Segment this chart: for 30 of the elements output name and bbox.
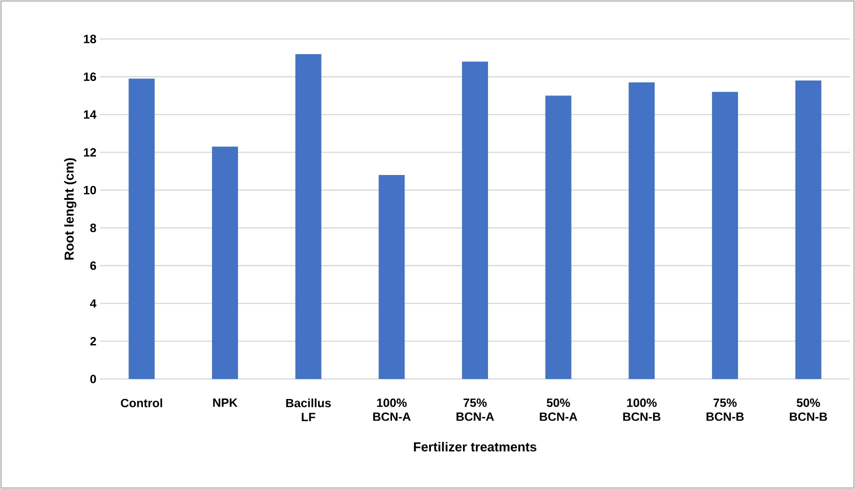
x-tick-label: 75% BCN-A <box>456 398 494 421</box>
y-tick-label: 18 <box>84 34 96 44</box>
y-axis-title: Root lenght (cm) <box>64 158 76 260</box>
bar <box>128 78 155 379</box>
bar <box>795 80 822 379</box>
y-tick-label: 0 <box>90 374 96 384</box>
bar <box>628 82 655 379</box>
x-tick-label: Bacillus LF <box>286 398 331 422</box>
bar <box>462 62 488 379</box>
x-tick-label: 75% BCN-B <box>706 398 744 421</box>
x-tick-label: 50% BCN-B <box>790 398 828 421</box>
y-tick-label: 2 <box>90 337 96 346</box>
y-tick-label: 4 <box>90 299 96 308</box>
bar <box>545 96 572 379</box>
y-tick-label: 10 <box>84 186 96 194</box>
x-tick-label: 100% BCN-B <box>623 398 660 421</box>
y-tick-label: 16 <box>84 72 96 81</box>
bar <box>378 174 405 379</box>
x-tick-label: Control <box>120 398 162 408</box>
y-tick-label: 6 <box>90 261 96 270</box>
x-tick-label: 100% BCN-A <box>373 398 411 421</box>
x-tick-label: NPK <box>213 398 238 407</box>
y-tick-label: 14 <box>84 110 96 119</box>
bar <box>212 146 238 379</box>
y-tick-label: 12 <box>84 148 96 156</box>
y-tick-label: 8 <box>90 224 96 232</box>
bar <box>712 92 738 379</box>
bar <box>295 54 322 379</box>
x-axis-title: Fertilizer treatments <box>414 442 536 452</box>
x-tick-label: 50% BCN-A <box>540 398 578 421</box>
